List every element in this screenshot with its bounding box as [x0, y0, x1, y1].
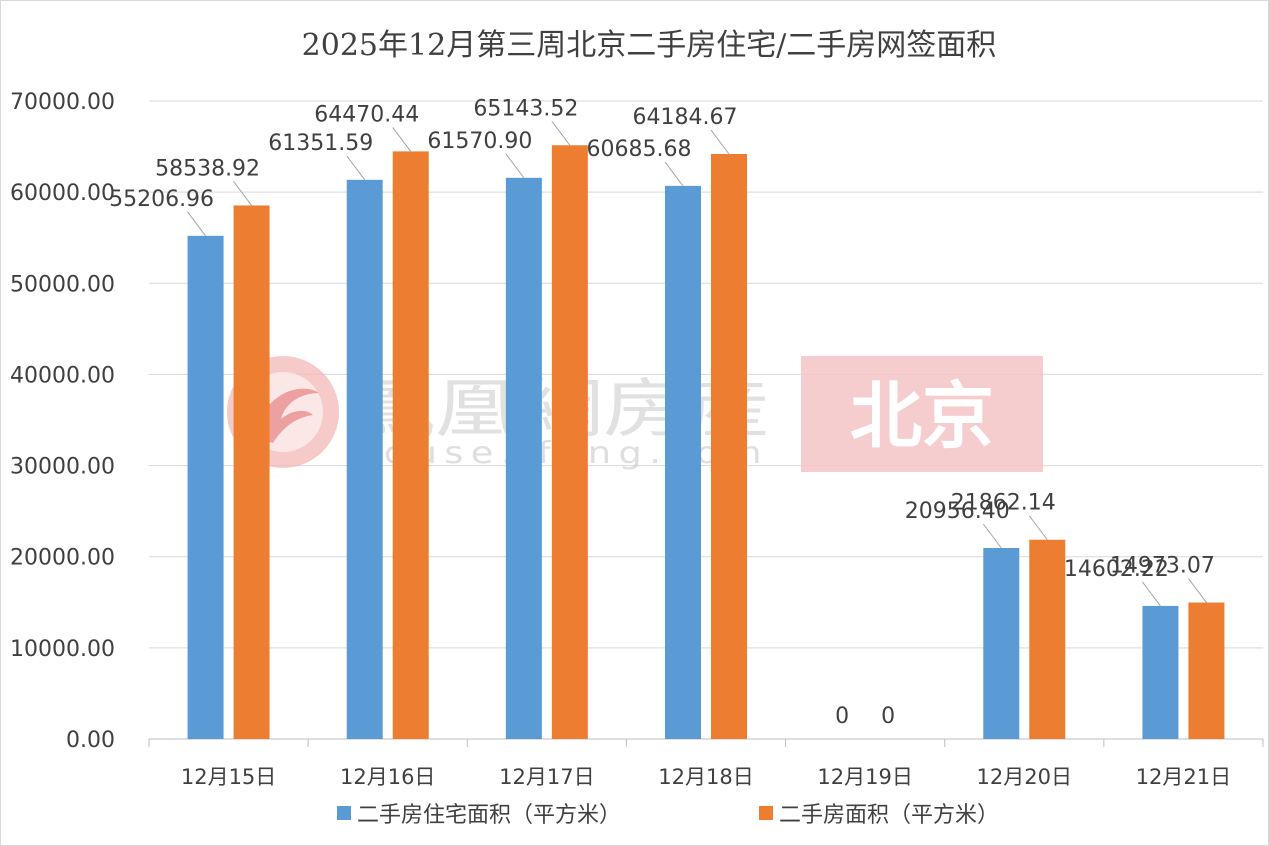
y-tick-label: 70000.00: [10, 90, 115, 115]
x-tick-label: 12月15日: [181, 765, 276, 789]
leader-line: [233, 181, 252, 206]
x-tick-label: 12月17日: [499, 765, 594, 789]
data-label: 14973.07: [1110, 554, 1215, 579]
bar: [233, 205, 270, 739]
x-tick-label: 12月20日: [977, 765, 1072, 789]
leader-line: [664, 161, 684, 187]
data-label: 61351.59: [268, 131, 373, 156]
x-tick-label: 12月18日: [658, 765, 753, 789]
bar: [505, 177, 542, 740]
bar: [392, 151, 429, 739]
leader-line: [982, 523, 1002, 549]
data-label: 0: [881, 704, 895, 729]
leader-line: [505, 153, 525, 179]
data-label: 14602.22: [1064, 557, 1169, 582]
y-tick-label: 50000.00: [10, 272, 115, 297]
data-label: 0: [835, 704, 849, 729]
leader-line: [392, 127, 412, 152]
leader-line: [187, 211, 206, 237]
chart-title: 2025年12月第三周北京二手房住宅/二手房网签面积: [302, 28, 997, 63]
x-tick-label: 12月21日: [1136, 765, 1231, 789]
bar: [187, 235, 224, 739]
bar-layer: [187, 145, 1225, 740]
x-tick-label: 12月16日: [340, 765, 435, 789]
data-label: 65143.52: [473, 96, 578, 121]
y-tick-label: 60000.00: [10, 181, 115, 206]
data-label: 64470.44: [314, 102, 419, 127]
legend-swatch: [337, 806, 351, 820]
bar: [983, 547, 1020, 739]
leader-line: [346, 155, 366, 181]
leader-line: [1188, 578, 1207, 603]
legend-entry: 二手房住宅面积（平方米）: [357, 803, 621, 828]
bar: [551, 145, 588, 739]
grid-layer: 0.00 10000.00 20000.00 30000.00 40000.00 5000…: [10, 90, 1264, 789]
y-tick-label: 40000.00: [10, 363, 115, 388]
data-label: 58538.92: [155, 156, 260, 181]
leader-line: [551, 120, 571, 146]
y-tick-label: 20000.00: [10, 546, 115, 571]
y-tick-label: 0.00: [66, 728, 115, 753]
leader-line: [710, 129, 730, 155]
data-label: 21862.14: [951, 491, 1056, 516]
data-label: 60685.68: [587, 137, 692, 162]
watermark-city-box: [801, 356, 1043, 472]
data-label: 64184.67: [633, 105, 738, 130]
y-tick-label: 10000.00: [10, 637, 115, 662]
bar: [1029, 539, 1066, 739]
data-label: 61570.90: [427, 129, 532, 154]
data-label: 55206.96: [109, 187, 214, 212]
legend: 二手房住宅面积（平方米） 二手房面积（平方米）: [337, 803, 999, 828]
data-label: 20956.40: [905, 499, 1010, 524]
bar: [1188, 602, 1225, 739]
y-tick-label: 30000.00: [10, 455, 115, 480]
bar: [1142, 605, 1179, 739]
bar: [665, 185, 701, 739]
data-label-layer: 55206.96 61351.59 61570.90 60685.68 0 20956.4…: [109, 96, 1215, 729]
x-tick-label: 12月19日: [817, 765, 912, 789]
bar: [346, 179, 383, 739]
leader-line: [1028, 515, 1048, 541]
legend-entry: 二手房面积（平方米）: [779, 803, 999, 828]
legend-swatch: [759, 806, 773, 820]
leader-line: [1142, 581, 1161, 607]
watermark-city: 北京: [850, 374, 994, 458]
bar: [711, 154, 747, 740]
